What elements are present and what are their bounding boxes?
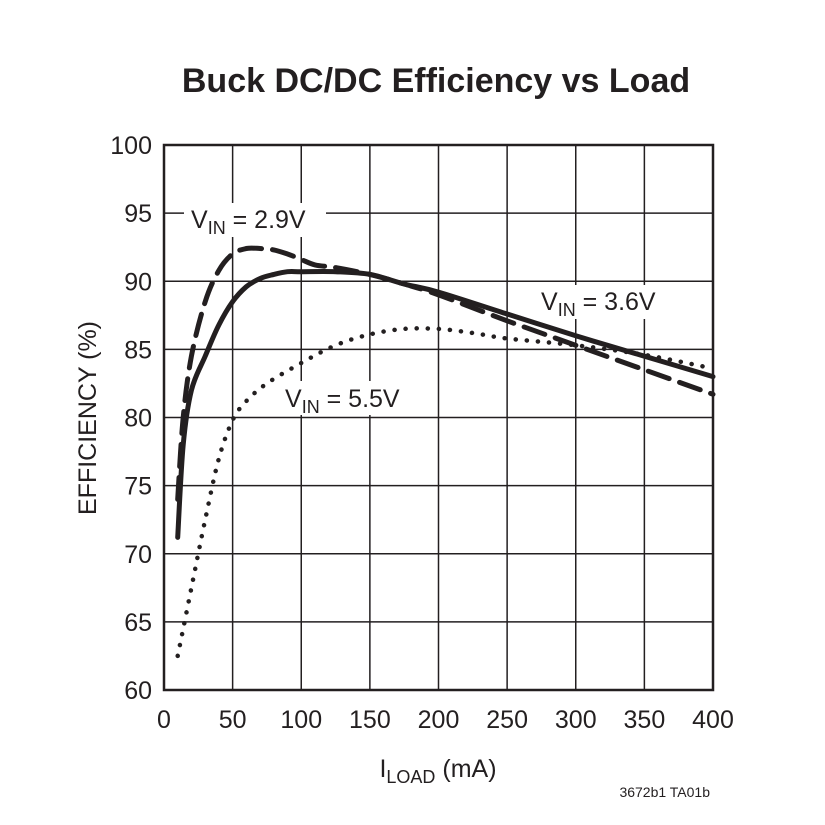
y-tick-label: 90 [124,268,152,296]
x-tick-label: 250 [486,706,528,734]
x-tick-label: 350 [624,706,666,734]
x-tick-labels: 0 50 100 150 200 250 300 350 400 [157,706,734,734]
x-tick-label: 0 [157,706,171,734]
x-tick-label: 50 [219,706,247,734]
y-tick-label: 70 [124,541,152,569]
y-tick-labels: 60 65 70 75 80 85 90 95 100 [110,132,152,705]
y-tick-label: 85 [124,336,152,364]
x-axis-label: ILOAD (mA) [379,755,496,787]
x-tick-label: 100 [280,706,322,734]
efficiency-chart: Buck DC/DC Efficiency vs Load 0 50 100 150 2… [0,0,825,825]
x-tick-label: 300 [555,706,597,734]
y-tick-label: 95 [124,200,152,228]
y-tick-label: 60 [124,677,152,705]
y-tick-label: 100 [110,132,152,160]
y-tick-label: 80 [124,405,152,433]
chart-title: Buck DC/DC Efficiency vs Load [182,62,690,100]
y-tick-label: 75 [124,473,152,501]
x-tick-label: 200 [418,706,460,734]
series-line-dotted [178,328,713,656]
y-tick-label: 65 [124,609,152,637]
figure-id: 3672b1 TA01b [619,784,710,800]
x-tick-label: 150 [349,706,391,734]
y-axis-label: EFFICIENCY (%) [74,321,102,515]
x-tick-label: 400 [692,706,734,734]
